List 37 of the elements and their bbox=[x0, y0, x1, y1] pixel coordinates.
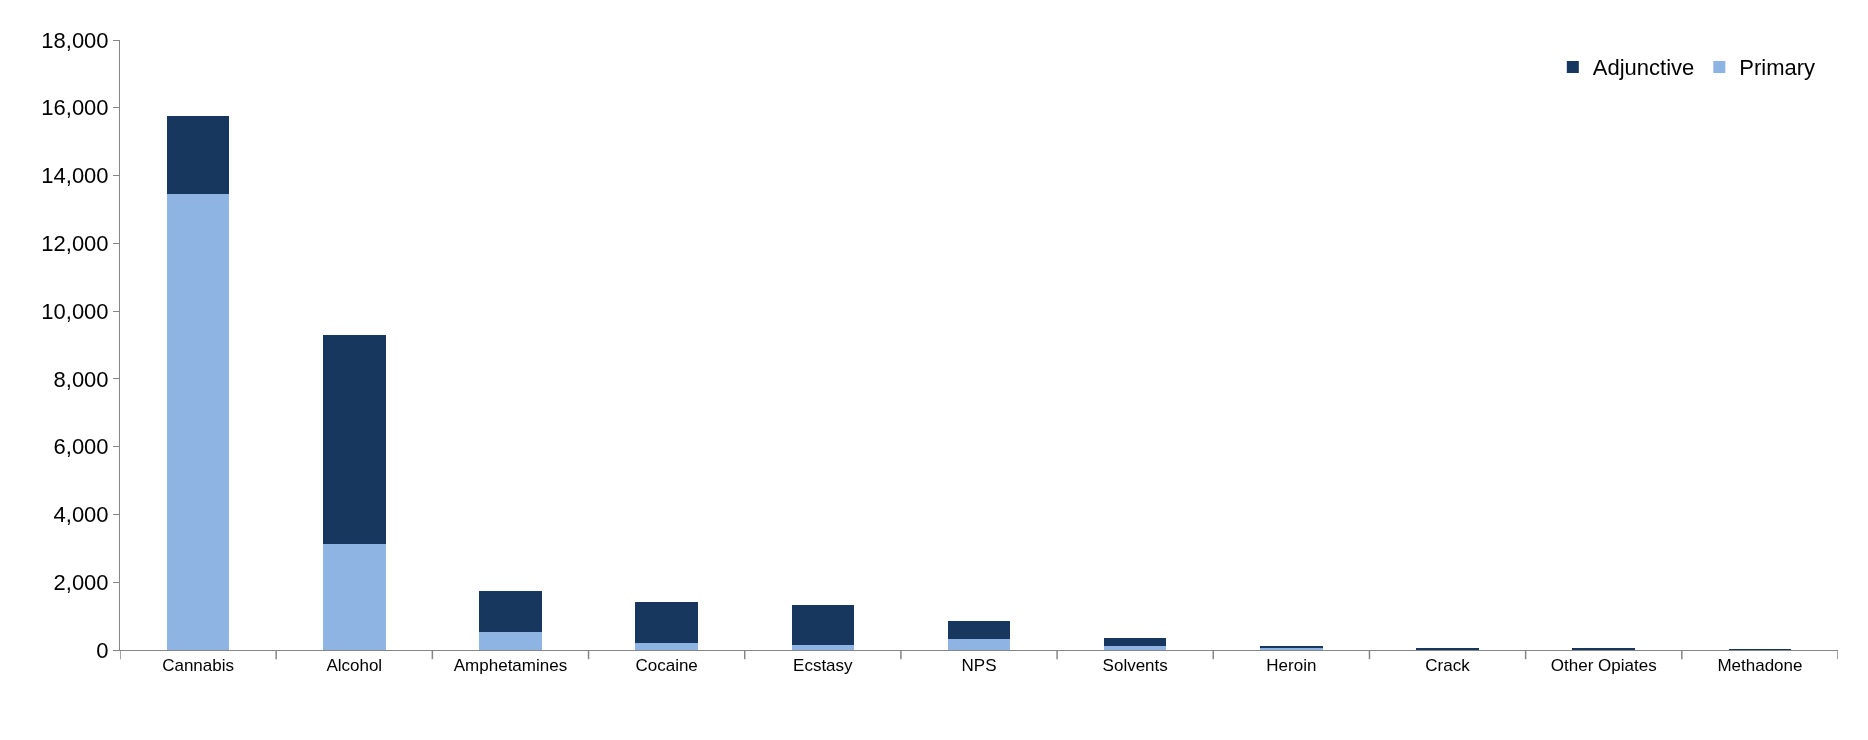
bar bbox=[323, 334, 386, 544]
x-tick-label: Heroin bbox=[1266, 656, 1317, 676]
bar bbox=[635, 642, 698, 650]
bar bbox=[479, 591, 542, 633]
x-tick-label: Solvents bbox=[1102, 656, 1168, 676]
x-tick-label: Ecstasy bbox=[793, 656, 854, 676]
bar bbox=[1103, 645, 1167, 650]
y-tick-label: 12,000 bbox=[41, 231, 109, 257]
x-tick-label: Methadone bbox=[1717, 656, 1803, 676]
x-tick-label: Cannabis bbox=[162, 656, 234, 676]
y-tick-label: 18,000 bbox=[41, 27, 109, 53]
x-tick-label: Alcohol bbox=[326, 656, 383, 676]
bar bbox=[166, 194, 230, 650]
bar bbox=[947, 620, 1011, 640]
y-tick-label: 4,000 bbox=[53, 502, 109, 528]
bar bbox=[1103, 638, 1167, 646]
x-tick-label: Amphetamines bbox=[453, 656, 568, 676]
x-tick-label: Crack bbox=[1425, 656, 1471, 676]
x-tick-label: NPS bbox=[961, 656, 997, 676]
bar bbox=[166, 116, 230, 195]
y-tick-label: 14,000 bbox=[41, 163, 109, 189]
y-tick-label: 8,000 bbox=[53, 366, 109, 392]
x-tick-label: Cocaine bbox=[635, 656, 698, 676]
bar bbox=[479, 632, 542, 650]
bar bbox=[791, 605, 855, 646]
y-tick-label: 0 bbox=[96, 637, 109, 663]
legend-label: Primary bbox=[1739, 55, 1816, 81]
legend-label: Adjunctive bbox=[1592, 55, 1695, 81]
y-tick-label: 6,000 bbox=[53, 434, 109, 460]
x-tick-label: Other Opiates bbox=[1550, 656, 1657, 676]
y-tick-label: 2,000 bbox=[53, 569, 109, 595]
bar bbox=[323, 543, 386, 650]
bar bbox=[635, 601, 698, 643]
y-tick-label: 10,000 bbox=[41, 298, 109, 324]
bar bbox=[791, 645, 855, 650]
y-tick-label: 16,000 bbox=[41, 95, 109, 121]
bar bbox=[947, 639, 1011, 650]
